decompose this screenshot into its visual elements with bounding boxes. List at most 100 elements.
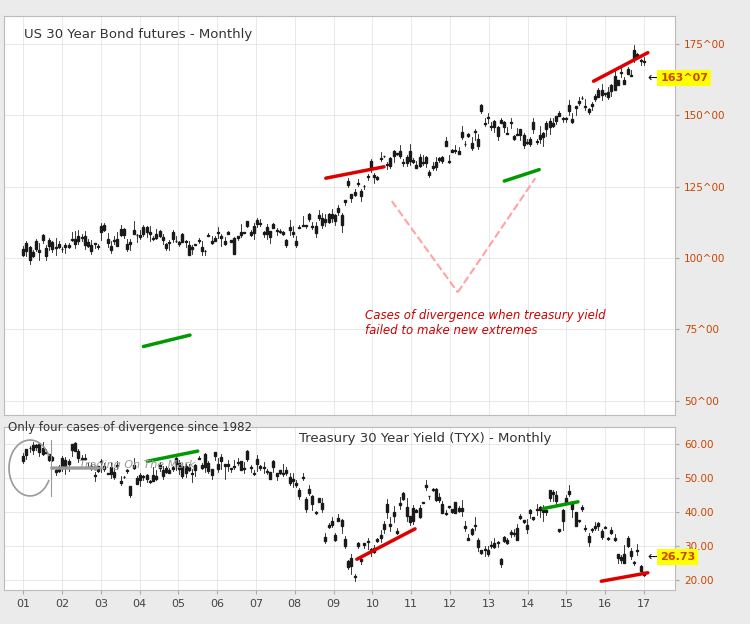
Bar — [516, 528, 518, 540]
Bar — [526, 525, 528, 529]
Bar — [266, 470, 268, 472]
Bar — [74, 444, 76, 451]
Bar — [250, 467, 252, 468]
Bar — [367, 176, 369, 177]
Bar — [162, 237, 164, 240]
Bar — [500, 558, 502, 564]
Bar — [610, 530, 613, 534]
Bar — [175, 458, 177, 464]
Bar — [146, 475, 148, 479]
Bar — [350, 195, 352, 198]
Bar — [298, 227, 301, 228]
Bar — [422, 502, 424, 504]
Bar — [471, 143, 472, 148]
Bar — [555, 117, 557, 120]
Text: Treasury 30 Year Yield (TYX) - Monthly: Treasury 30 Year Yield (TYX) - Monthly — [299, 432, 551, 446]
Bar — [578, 101, 580, 104]
Bar — [113, 472, 116, 477]
Bar — [296, 241, 297, 245]
Bar — [620, 557, 622, 560]
Bar — [188, 245, 190, 255]
Bar — [617, 554, 619, 558]
Bar — [406, 507, 408, 516]
Bar — [413, 507, 414, 521]
Bar — [172, 467, 174, 469]
Bar — [601, 90, 603, 95]
Bar — [191, 246, 194, 250]
Bar — [458, 151, 460, 154]
Bar — [640, 60, 642, 61]
Bar — [308, 214, 310, 219]
Bar — [643, 572, 645, 575]
Bar — [45, 452, 47, 454]
Bar — [220, 457, 223, 461]
Bar — [169, 470, 170, 473]
Bar — [581, 97, 584, 99]
Bar — [347, 181, 350, 185]
Bar — [454, 502, 457, 513]
Bar — [198, 240, 200, 241]
Bar — [591, 529, 593, 530]
Bar — [22, 249, 24, 255]
Bar — [496, 127, 499, 136]
Bar — [425, 484, 427, 487]
Bar — [572, 119, 574, 122]
Bar — [627, 539, 628, 546]
Bar — [140, 475, 141, 480]
Bar — [542, 509, 544, 512]
Bar — [526, 142, 528, 143]
Bar — [55, 469, 57, 472]
Bar — [126, 470, 128, 472]
Bar — [81, 237, 82, 238]
Bar — [184, 466, 187, 473]
Bar — [282, 233, 284, 234]
Bar — [416, 165, 418, 168]
Bar — [214, 238, 216, 241]
Bar — [62, 458, 63, 468]
Bar — [477, 540, 479, 547]
Bar — [614, 76, 616, 90]
Bar — [159, 232, 160, 236]
Bar — [425, 157, 427, 162]
Bar — [247, 221, 248, 226]
Bar — [338, 208, 340, 212]
Bar — [386, 164, 388, 165]
Bar — [28, 247, 31, 260]
Bar — [146, 227, 148, 232]
Bar — [559, 530, 560, 531]
Bar — [136, 477, 138, 484]
Bar — [532, 517, 535, 519]
Bar — [120, 481, 122, 483]
Text: Only four cases of divergence since 1982: Only four cases of divergence since 1982 — [8, 421, 251, 434]
Bar — [637, 54, 638, 57]
Bar — [500, 120, 502, 123]
Bar — [347, 561, 350, 567]
Bar — [448, 506, 450, 507]
Bar — [380, 535, 382, 538]
Bar — [601, 531, 603, 537]
Bar — [152, 238, 154, 240]
Bar — [370, 548, 372, 550]
Bar — [152, 475, 154, 481]
Bar — [214, 452, 216, 456]
Bar — [432, 489, 433, 490]
Bar — [523, 135, 525, 145]
Bar — [513, 533, 515, 534]
Bar — [64, 459, 67, 467]
Bar — [399, 151, 401, 157]
Bar — [389, 158, 392, 167]
Bar — [194, 465, 196, 470]
Bar — [454, 150, 457, 151]
Bar — [100, 227, 102, 232]
Bar — [269, 472, 272, 479]
Bar — [445, 513, 447, 514]
Bar — [461, 132, 463, 137]
Bar — [220, 236, 223, 238]
Bar — [126, 244, 128, 250]
Bar — [510, 122, 512, 123]
Bar — [399, 502, 401, 505]
Bar — [370, 161, 372, 168]
Bar — [513, 136, 515, 140]
Bar — [84, 458, 86, 459]
Bar — [194, 244, 196, 245]
